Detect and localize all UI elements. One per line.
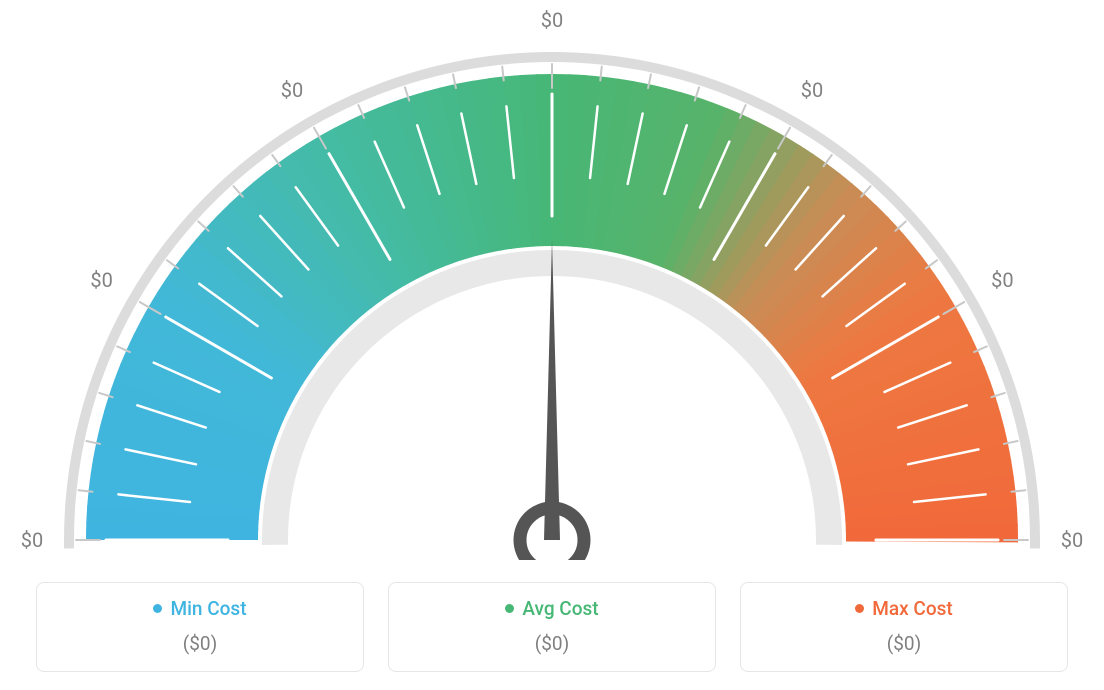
legend-dot-max <box>855 604 864 613</box>
gauge-scale-label: $0 <box>281 78 303 102</box>
legend-title-min: Min Cost <box>153 597 246 620</box>
legend-value-min: ($0) <box>47 632 353 655</box>
gauge-scale-label: $0 <box>801 78 823 102</box>
gauge-svg <box>0 0 1104 560</box>
legend-card-max: Max Cost ($0) <box>740 582 1068 672</box>
gauge-scale-label: $0 <box>21 528 43 552</box>
legend-card-min: Min Cost ($0) <box>36 582 364 672</box>
legend-name-avg: Avg Cost <box>522 597 598 620</box>
legend-value-max: ($0) <box>751 632 1057 655</box>
legend-card-avg: Avg Cost ($0) <box>388 582 716 672</box>
legend-value-avg: ($0) <box>399 632 705 655</box>
legend-title-max: Max Cost <box>855 597 952 620</box>
gauge-scale-label: $0 <box>1061 528 1083 552</box>
gauge-scale-label: $0 <box>541 8 563 32</box>
legend-dot-min <box>153 604 162 613</box>
gauge-scale-label: $0 <box>991 268 1013 292</box>
legend-dot-avg <box>505 604 514 613</box>
gauge-scale-label: $0 <box>90 268 112 292</box>
legend-name-min: Min Cost <box>170 597 246 620</box>
cost-gauge-container: $0 $0 $0 $0 $0 $0 $0 Min Cost ($0) Avg Cost ($… <box>0 0 1104 690</box>
legend-row: Min Cost ($0) Avg Cost ($0) Max Cost ($0… <box>36 582 1068 672</box>
legend-title-avg: Avg Cost <box>505 597 598 620</box>
legend-name-max: Max Cost <box>872 597 952 620</box>
gauge-chart: $0 $0 $0 $0 $0 $0 $0 <box>0 0 1104 560</box>
